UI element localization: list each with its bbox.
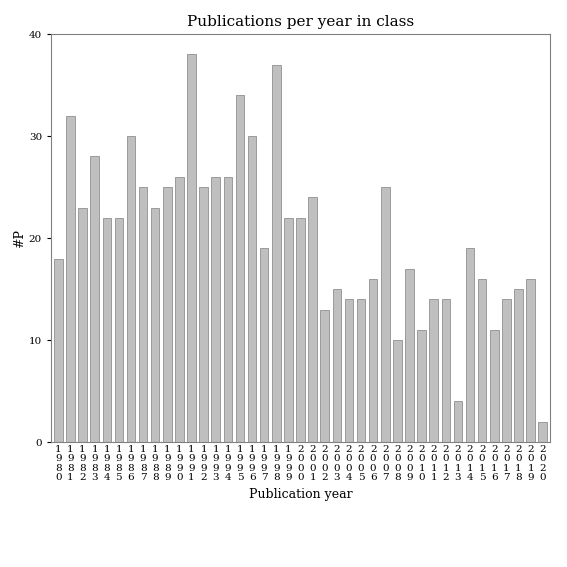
Bar xyxy=(429,299,438,442)
Bar xyxy=(151,208,159,442)
Bar xyxy=(405,269,414,442)
Bar xyxy=(54,259,62,442)
Bar xyxy=(78,208,87,442)
Bar xyxy=(478,279,486,442)
Bar xyxy=(526,279,535,442)
Bar xyxy=(333,289,341,442)
Bar xyxy=(211,177,220,442)
Bar xyxy=(90,156,99,442)
Bar xyxy=(66,116,75,442)
Bar xyxy=(284,218,293,442)
Bar xyxy=(490,330,498,442)
Bar xyxy=(223,177,232,442)
Bar xyxy=(357,299,365,442)
Y-axis label: #P: #P xyxy=(13,229,26,248)
Bar xyxy=(514,289,523,442)
Bar xyxy=(187,54,196,442)
Bar xyxy=(466,248,475,442)
Bar xyxy=(115,218,123,442)
Bar xyxy=(345,299,353,442)
Bar xyxy=(320,310,329,442)
Bar xyxy=(139,187,147,442)
Bar xyxy=(297,218,304,442)
Bar xyxy=(236,95,244,442)
Bar xyxy=(272,65,281,442)
Bar xyxy=(260,248,268,442)
Bar xyxy=(417,330,426,442)
Bar xyxy=(163,187,172,442)
Bar xyxy=(308,197,317,442)
Bar xyxy=(454,401,462,442)
Bar xyxy=(248,136,256,442)
Title: Publications per year in class: Publications per year in class xyxy=(187,15,414,29)
Bar xyxy=(200,187,208,442)
Bar xyxy=(369,279,378,442)
Bar xyxy=(539,422,547,442)
Bar xyxy=(175,177,184,442)
X-axis label: Publication year: Publication year xyxy=(249,488,352,501)
Bar xyxy=(381,187,390,442)
Bar xyxy=(103,218,111,442)
Bar xyxy=(126,136,135,442)
Bar xyxy=(502,299,511,442)
Bar xyxy=(393,340,401,442)
Bar xyxy=(442,299,450,442)
